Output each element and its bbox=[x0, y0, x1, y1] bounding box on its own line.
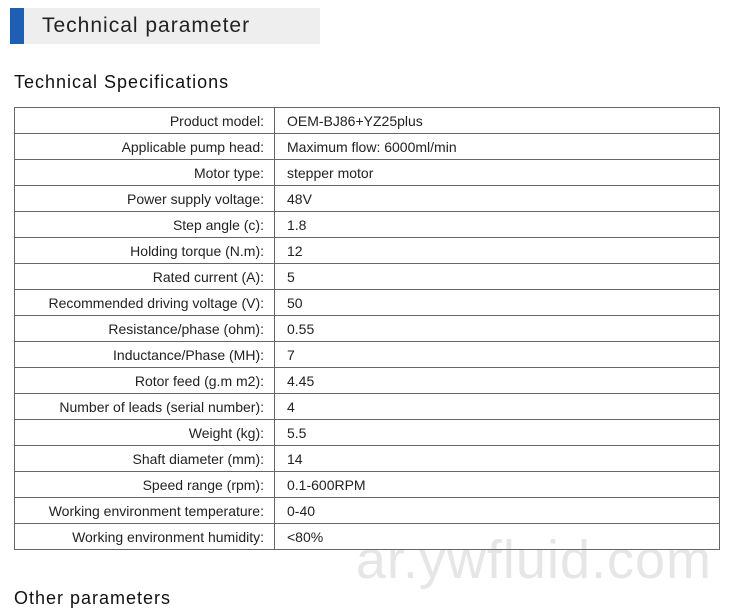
table-row: Applicable pump head:Maximum flow: 6000m… bbox=[15, 134, 720, 160]
specs-table: Product model:OEM-BJ86+YZ25plusApplicabl… bbox=[14, 107, 720, 550]
table-row: Resistance/phase (ohm):0.55 bbox=[15, 316, 720, 342]
header-accent-bar bbox=[10, 8, 24, 44]
table-row: Working environment humidity:<80% bbox=[15, 524, 720, 550]
spec-label: Shaft diameter (mm): bbox=[15, 446, 275, 472]
spec-value: Maximum flow: 6000ml/min bbox=[275, 134, 720, 160]
spec-value: 48V bbox=[275, 186, 720, 212]
specs-section-title: Technical Specifications bbox=[14, 72, 750, 93]
spec-value: stepper motor bbox=[275, 160, 720, 186]
table-row: Shaft diameter (mm):14 bbox=[15, 446, 720, 472]
table-row: Rotor feed (g.m m2):4.45 bbox=[15, 368, 720, 394]
spec-value: 1.8 bbox=[275, 212, 720, 238]
table-row: Step angle (c):1.8 bbox=[15, 212, 720, 238]
spec-value: <80% bbox=[275, 524, 720, 550]
table-row: Holding torque (N.m):12 bbox=[15, 238, 720, 264]
spec-value: 50 bbox=[275, 290, 720, 316]
spec-value: 0.1-600RPM bbox=[275, 472, 720, 498]
spec-label: Rated current (A): bbox=[15, 264, 275, 290]
other-section-title: Other parameters bbox=[14, 588, 750, 609]
spec-label: Working environment humidity: bbox=[15, 524, 275, 550]
table-row: Power supply voltage:48V bbox=[15, 186, 720, 212]
spec-label: Product model: bbox=[15, 108, 275, 134]
spec-label: Step angle (c): bbox=[15, 212, 275, 238]
spec-label: Rotor feed (g.m m2): bbox=[15, 368, 275, 394]
spec-value: 0.55 bbox=[275, 316, 720, 342]
spec-label: Recommended driving voltage (V): bbox=[15, 290, 275, 316]
spec-value: 4 bbox=[275, 394, 720, 420]
spec-label: Resistance/phase (ohm): bbox=[15, 316, 275, 342]
spec-value: 5.5 bbox=[275, 420, 720, 446]
spec-label: Working environment temperature: bbox=[15, 498, 275, 524]
header-title: Technical parameter bbox=[24, 8, 320, 44]
spec-value: 4.45 bbox=[275, 368, 720, 394]
spec-value: 0-40 bbox=[275, 498, 720, 524]
spec-label: Motor type: bbox=[15, 160, 275, 186]
page-header: Technical parameter bbox=[10, 8, 750, 44]
spec-label: Number of leads (serial number): bbox=[15, 394, 275, 420]
table-row: Motor type:stepper motor bbox=[15, 160, 720, 186]
spec-label: Weight (kg): bbox=[15, 420, 275, 446]
spec-value: OEM-BJ86+YZ25plus bbox=[275, 108, 720, 134]
table-row: Weight (kg):5.5 bbox=[15, 420, 720, 446]
spec-label: Holding torque (N.m): bbox=[15, 238, 275, 264]
spec-value: 7 bbox=[275, 342, 720, 368]
spec-value: 14 bbox=[275, 446, 720, 472]
table-row: Speed range (rpm):0.1-600RPM bbox=[15, 472, 720, 498]
table-row: Number of leads (serial number):4 bbox=[15, 394, 720, 420]
table-row: Recommended driving voltage (V):50 bbox=[15, 290, 720, 316]
spec-label: Inductance/Phase (MH): bbox=[15, 342, 275, 368]
table-row: Inductance/Phase (MH):7 bbox=[15, 342, 720, 368]
table-row: Product model:OEM-BJ86+YZ25plus bbox=[15, 108, 720, 134]
spec-value: 12 bbox=[275, 238, 720, 264]
table-row: Working environment temperature:0-40 bbox=[15, 498, 720, 524]
table-row: Rated current (A):5 bbox=[15, 264, 720, 290]
spec-label: Power supply voltage: bbox=[15, 186, 275, 212]
spec-value: 5 bbox=[275, 264, 720, 290]
spec-label: Speed range (rpm): bbox=[15, 472, 275, 498]
spec-label: Applicable pump head: bbox=[15, 134, 275, 160]
